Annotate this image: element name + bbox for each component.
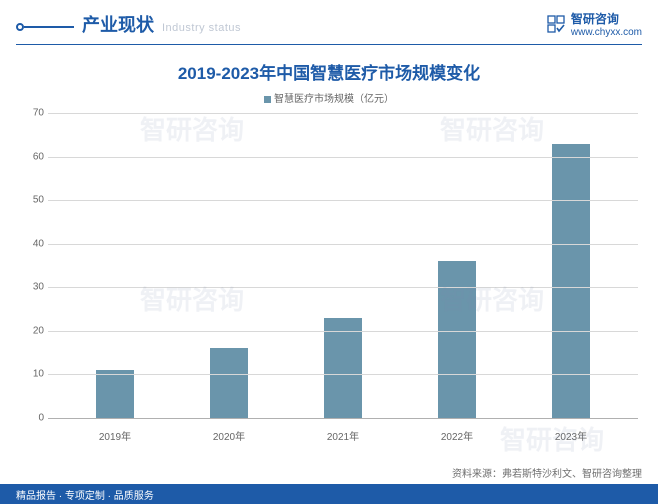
source-line: 资料来源：弗若斯特沙利文、智研咨询整理 — [452, 465, 642, 480]
bar — [324, 318, 362, 418]
y-tick-label: 70 — [18, 108, 44, 119]
y-tick-label: 60 — [18, 151, 44, 162]
bar — [438, 261, 476, 418]
gridline — [48, 157, 638, 158]
bar-slot — [58, 113, 172, 418]
gridline — [48, 287, 638, 288]
header-brand-zh: 智研咨询 — [571, 10, 619, 27]
header-dot-icon — [16, 23, 24, 31]
gridline — [48, 374, 638, 375]
y-tick-label: 40 — [18, 238, 44, 249]
header-left: 产业现状 Industry status — [16, 11, 241, 37]
header-line-icon — [24, 26, 74, 28]
gridline — [48, 113, 638, 114]
header-marker — [16, 23, 74, 31]
gridline — [48, 200, 638, 201]
bar-slot — [514, 113, 628, 418]
header-brand-en: www.chyxx.com — [571, 27, 642, 38]
x-tick-label: 2022年 — [400, 423, 514, 443]
legend-label: 智慧医疗市场规模（亿元） — [274, 94, 394, 105]
y-tick-label: 30 — [18, 282, 44, 293]
plot-region: 010203040506070 — [48, 113, 638, 419]
bar-slot — [172, 113, 286, 418]
chart-area: 010203040506070 2019年2020年2021年2022年2023… — [48, 113, 638, 443]
header-underline — [16, 44, 642, 45]
y-tick-label: 0 — [18, 413, 44, 424]
x-tick-label: 2020年 — [172, 423, 286, 443]
footer-text: 精品报告 · 专项定制 · 品质服务 — [16, 487, 154, 502]
source-prefix: 资料来源： — [452, 469, 502, 480]
bar-slot — [286, 113, 400, 418]
header-brand: 智研咨询 www.chyxx.com — [547, 10, 642, 38]
x-axis-labels: 2019年2020年2021年2022年2023年 — [48, 423, 638, 443]
legend-swatch-icon — [264, 96, 271, 103]
bars-container — [48, 113, 638, 418]
y-tick-label: 10 — [18, 369, 44, 380]
chart-legend: 智慧医疗市场规模（亿元） — [0, 90, 658, 113]
y-tick-label: 50 — [18, 195, 44, 206]
x-tick-label: 2021年 — [286, 423, 400, 443]
x-tick-label: 2019年 — [58, 423, 172, 443]
y-tick-label: 20 — [18, 325, 44, 336]
gridline — [48, 331, 638, 332]
bar — [552, 144, 590, 419]
chart-title: 2019-2023年中国智慧医疗市场规模变化 — [0, 49, 658, 90]
bar — [96, 370, 134, 418]
bar-slot — [400, 113, 514, 418]
header: 产业现状 Industry status 智研咨询 www.chyxx.com — [0, 0, 658, 44]
header-title-en: Industry status — [162, 22, 241, 34]
bar — [210, 348, 248, 418]
source-text: 弗若斯特沙利文、智研咨询整理 — [502, 469, 642, 480]
brand-logo-icon — [547, 15, 565, 33]
header-title-zh: 产业现状 — [82, 11, 154, 37]
footer: 精品报告 · 专项定制 · 品质服务 — [0, 484, 658, 504]
gridline — [48, 244, 638, 245]
x-tick-label: 2023年 — [514, 423, 628, 443]
